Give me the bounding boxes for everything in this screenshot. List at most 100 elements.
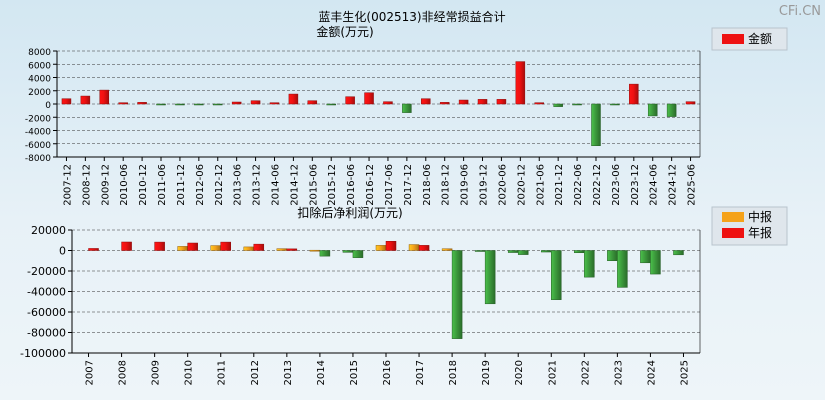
bar — [610, 103, 620, 106]
bar — [154, 241, 165, 251]
x-tick-label: 2008-12 — [81, 164, 92, 206]
chart-1-subtitle: 金额(万元) — [316, 24, 373, 39]
chart-2-x-tick-labels: 2007 2008 2009 2010 2011 2012 2013 2014 2015 2016… — [85, 360, 691, 385]
bar — [99, 89, 110, 105]
bar — [439, 102, 450, 105]
x-tick-label: 2023-12 — [630, 164, 641, 206]
x-tick-label: 2007-12 — [62, 164, 73, 206]
bar — [640, 250, 651, 264]
x-tick-label: 2019-12 — [479, 164, 490, 206]
bar — [269, 102, 280, 105]
x-tick-label: 2007 — [85, 360, 96, 385]
chart-2-y-tick-labels: 20000 0 -20000 -40000 -60000 -80000 -100000 — [20, 224, 66, 360]
chart-1-y-tick-labels: 8000 6000 4000 2000 0 -2000 -4000 -6000 -8000 — [25, 48, 51, 164]
x-tick-label: 2013 — [283, 360, 294, 385]
y-tick-label: 6000 — [28, 61, 51, 71]
bar — [210, 245, 221, 251]
chart-2-axes — [68, 229, 701, 357]
bar — [551, 250, 562, 300]
bar — [607, 250, 618, 261]
bar — [213, 103, 223, 106]
bar — [418, 245, 430, 251]
chart-1-grid — [57, 50, 700, 158]
x-tick-label: 2010 — [184, 360, 195, 385]
x-tick-label: 2011-06 — [157, 164, 168, 206]
x-tick-label: 2009-12 — [100, 164, 111, 206]
x-tick-label: 2017-12 — [403, 164, 414, 206]
x-tick-label: 2016 — [382, 360, 393, 385]
x-tick-label: 2014 — [316, 360, 327, 385]
chart-1-legend-swatch — [722, 34, 744, 44]
bar — [80, 95, 91, 105]
bar — [243, 246, 255, 251]
x-tick-label: 2022-06 — [573, 164, 584, 206]
y-tick-label: -4000 — [25, 128, 51, 138]
x-tick-label: 2015-06 — [308, 164, 319, 206]
y-tick-label: -2000 — [25, 114, 51, 124]
bar — [617, 250, 628, 288]
chart-1-non-recurring: 蓝丰生化(002513)非经常损益合计 金额(万元) 8000 6000 4000 2… — [25, 9, 788, 206]
x-tick-label: 2010-06 — [119, 164, 130, 206]
x-tick-label: 2020 — [514, 360, 525, 385]
bar — [175, 103, 185, 106]
x-tick-label: 2024-12 — [668, 164, 679, 206]
chart-1-title: 蓝丰生化(002513)非经常损益合计 — [318, 9, 505, 24]
chart-1-legend-label: 金额 — [748, 31, 772, 46]
bar — [441, 248, 453, 251]
x-tick-label: 2025 — [679, 360, 690, 385]
bar — [553, 103, 563, 107]
bar — [383, 101, 393, 105]
x-tick-label: 2014-06 — [270, 164, 281, 206]
bar — [250, 100, 261, 105]
bar — [385, 241, 397, 251]
x-tick-label: 2017 — [415, 360, 426, 385]
y-tick-label: 2000 — [28, 88, 51, 98]
x-tick-label: 2021-12 — [554, 164, 565, 206]
bar — [307, 100, 318, 105]
bar — [286, 248, 298, 251]
x-tick-label: 2008 — [118, 360, 129, 385]
y-tick-label: -80000 — [27, 327, 66, 340]
bar — [121, 241, 132, 251]
chart-2-bars — [88, 241, 684, 339]
x-tick-label: 2009 — [151, 360, 162, 385]
bar — [326, 103, 336, 106]
bar — [421, 98, 431, 105]
chart-2-net-profit: 扣除后净利润(万元) 20000 0 -20000 -40000 -60000 -8000… — [20, 205, 788, 385]
x-tick-label: 2017-06 — [384, 164, 395, 206]
chart-2-legend: 中报 年报 — [711, 206, 788, 246]
bar — [515, 61, 526, 105]
y-tick-label: -20000 — [27, 265, 66, 278]
y-tick-label: 0 — [45, 101, 51, 111]
bar — [137, 102, 147, 105]
bar — [231, 101, 242, 105]
bar — [534, 102, 544, 105]
x-tick-label: 2016-06 — [346, 164, 357, 206]
x-tick-label: 2020-12 — [516, 164, 527, 206]
y-tick-label: 20000 — [31, 224, 66, 237]
chart-1-axes — [53, 50, 701, 161]
x-tick-label: 2024 — [646, 360, 657, 385]
x-tick-label: 2012-12 — [214, 164, 225, 206]
bar — [88, 248, 99, 251]
bar — [220, 241, 231, 251]
x-tick-label: 2018-12 — [441, 164, 452, 206]
chart-2-title: 扣除后净利润(万元) — [297, 205, 402, 220]
x-tick-label: 2011-12 — [176, 164, 187, 206]
x-tick-label: 2016-12 — [365, 164, 376, 206]
y-tick-label: 4000 — [28, 75, 51, 85]
y-tick-label: -8000 — [25, 154, 51, 164]
bar — [352, 250, 364, 258]
bar — [177, 246, 188, 251]
x-tick-label: 2021 — [547, 360, 558, 385]
x-tick-label: 2012 — [250, 360, 261, 385]
bar — [375, 245, 387, 251]
bar — [666, 103, 677, 117]
chart-1-x-tick-labels: 2007-12 2008-12 2009-12 2010-06 2010-12 2011-… — [62, 164, 697, 206]
x-tick-label: 2024-06 — [649, 164, 660, 206]
bar — [345, 96, 355, 105]
x-tick-label: 2018 — [448, 360, 459, 385]
bar — [187, 242, 198, 251]
bar — [496, 99, 507, 105]
